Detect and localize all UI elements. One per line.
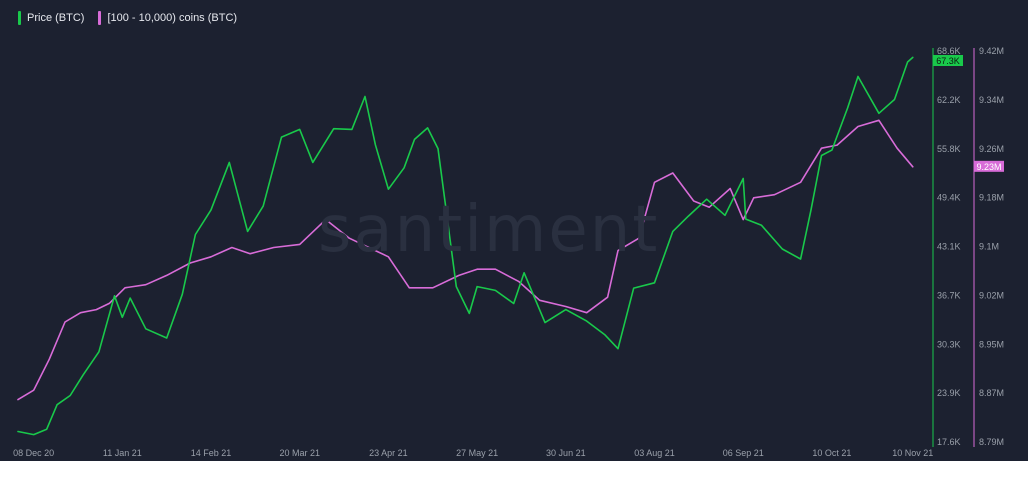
holders-y-tick-label: 9.1M xyxy=(979,242,999,252)
price-y-tick-label: 62.2K xyxy=(937,95,961,105)
x-tick-label: 06 Sep 21 xyxy=(723,448,764,458)
holders-y-tick-label: 9.42M xyxy=(979,46,1004,56)
price-last-value-badge xyxy=(933,55,963,66)
price-y-tick-label: 23.9K xyxy=(937,388,961,398)
holders-y-tick-label: 9.02M xyxy=(979,290,1004,300)
price-holders-chart: 08 Dec 20 11 Jan 21 14 Feb 21 20 Mar 21 23 A… xyxy=(13,46,1004,458)
x-tick-label: 10 Oct 21 xyxy=(812,448,851,458)
legend: Price (BTC) [100 - 10,000) coins (BTC) xyxy=(18,11,237,25)
santiment-watermark: santiment xyxy=(318,193,660,267)
x-tick-label: 23 Apr 21 xyxy=(369,448,408,458)
price-y-tick-label: 17.6K xyxy=(937,437,961,447)
legend-label-holders: [100 - 10,000) coins (BTC) xyxy=(107,12,238,24)
legend-label-price: Price (BTC) xyxy=(27,12,85,24)
x-tick-label: 10 Nov 21 xyxy=(892,448,933,458)
x-tick-label: 03 Aug 21 xyxy=(634,448,675,458)
x-tick-label: 08 Dec 20 xyxy=(13,448,54,458)
holders-y-tick-label: 9.18M xyxy=(979,193,1004,203)
holders-series-line xyxy=(17,119,914,401)
price-y-tick-label: 49.4K xyxy=(937,193,961,203)
price-last-value-label: 67.3K xyxy=(936,56,960,66)
holders-last-value-label: 9.23M xyxy=(976,162,1001,172)
holders-y-tick-label: 9.34M xyxy=(979,95,1004,105)
holders-y-tick-label: 8.79M xyxy=(979,437,1004,447)
price-series-line xyxy=(17,56,914,436)
legend-item-price[interactable]: Price (BTC) xyxy=(18,11,84,25)
x-tick-label: 27 May 21 xyxy=(456,448,498,458)
legend-swatch-holders xyxy=(98,11,102,25)
x-tick-label: 14 Feb 21 xyxy=(191,448,232,458)
price-y-tick-label: 55.8K xyxy=(937,144,961,154)
price-y-tick-label: 43.1K xyxy=(937,242,961,252)
x-tick-label: 11 Jan 21 xyxy=(103,448,142,458)
price-y-tick-label: 36.7K xyxy=(937,290,961,300)
x-tick-label: 30 Jun 21 xyxy=(546,448,586,458)
x-tick-label: 20 Mar 21 xyxy=(279,448,320,458)
holders-y-tick-label: 9.26M xyxy=(979,144,1004,154)
legend-item-holders[interactable]: [100 - 10,000) coins (BTC) xyxy=(98,11,237,25)
holders-y-tick-label: 8.95M xyxy=(979,339,1004,349)
chart-panel: 08 Dec 20 11 Jan 21 14 Feb 21 20 Mar 21 23 A… xyxy=(0,0,1028,461)
holders-y-tick-label: 8.87M xyxy=(979,388,1004,398)
legend-swatch-price xyxy=(18,11,21,25)
price-y-tick-label: 68.6K xyxy=(937,46,961,56)
price-y-tick-label: 30.3K xyxy=(937,339,961,349)
holders-last-value-badge xyxy=(974,160,1004,172)
